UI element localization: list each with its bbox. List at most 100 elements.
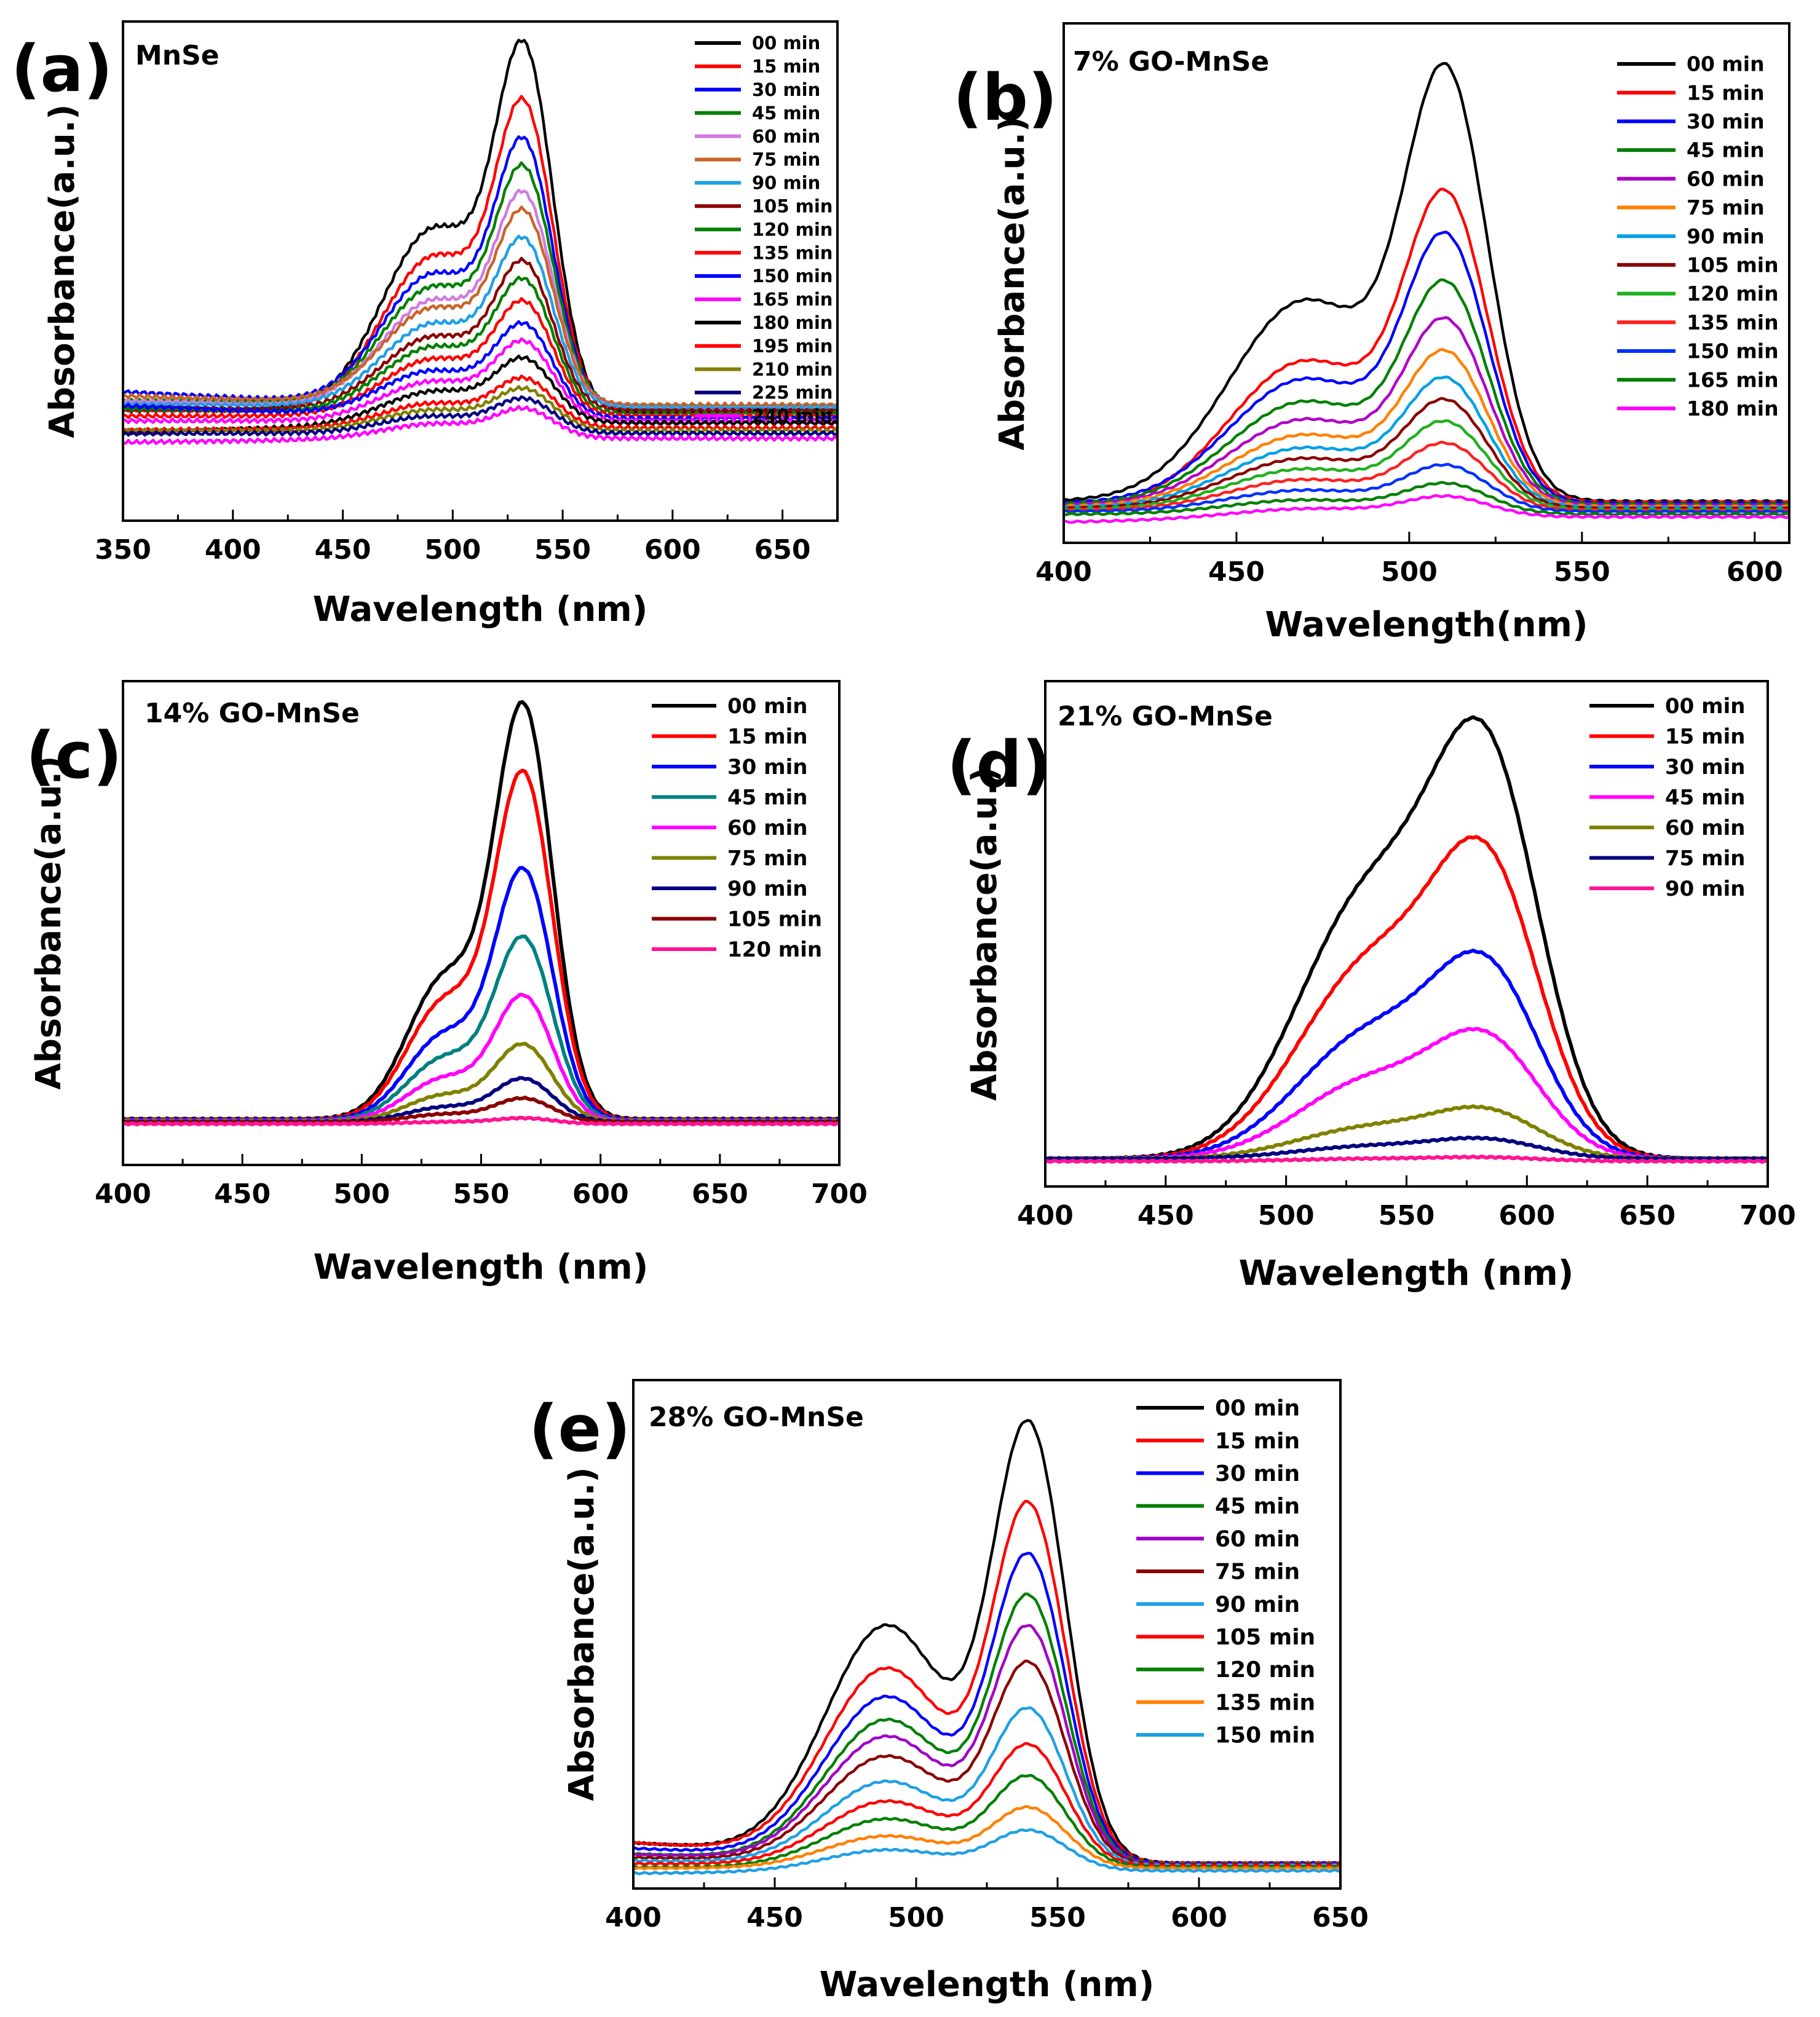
legend-label: 180 min	[752, 312, 833, 333]
legend-label: 00 min	[752, 33, 820, 53]
legend-label: 120 min	[1687, 282, 1779, 306]
legend-label: 30 min	[1687, 109, 1765, 133]
x-tick-label: 700	[1739, 1200, 1796, 1231]
x-tick-label: 450	[214, 1178, 271, 1210]
legend-label: 90 min	[727, 877, 807, 901]
series-line-75-min	[123, 205, 837, 409]
y-axis-label: Absorbance(a.u.)	[562, 1467, 602, 1801]
x-tick-label: 650	[692, 1178, 748, 1210]
x-tick-label: 500	[888, 1902, 944, 1933]
legend-label: 30 min	[1665, 755, 1745, 780]
legend-label: 135 min	[1215, 1690, 1315, 1715]
legend-label: 30 min	[727, 755, 807, 780]
legend-label: 150 min	[1687, 339, 1779, 363]
legend-label: 00 min	[1665, 694, 1745, 719]
legend-label: 180 min	[1687, 397, 1779, 420]
series-line-165-min	[123, 337, 837, 425]
panel-letter: (b)	[953, 60, 1058, 135]
x-tick-label: 650	[754, 534, 811, 566]
x-tick-label: 600	[1727, 556, 1783, 588]
legend-label: 150 min	[752, 266, 833, 286]
legend-label: 120 min	[752, 219, 833, 240]
legend-label: 60 min	[1215, 1526, 1300, 1552]
x-tick-label: 550	[453, 1178, 510, 1210]
legend-label: 90 min	[1687, 224, 1765, 248]
x-tick-label: 450	[746, 1902, 803, 1933]
legend-label: 165 min	[752, 289, 833, 310]
legend-label: 225 min	[752, 382, 833, 403]
x-tick-label: 600	[644, 534, 701, 566]
series-group	[1064, 61, 1789, 524]
legend-label: 45 min	[1665, 785, 1745, 810]
x-tick-label: 550	[534, 534, 591, 566]
legend-label: 45 min	[752, 103, 820, 124]
series-line-135-min	[633, 1805, 1340, 1871]
y-axis-label: Absorbance(a.u.)	[965, 767, 1005, 1100]
series-line-15-min	[1064, 187, 1789, 511]
plot-frame	[1062, 22, 1790, 544]
panel-letter: (c)	[26, 718, 122, 793]
x-tick-label: 400	[205, 534, 261, 566]
legend-label: 135 min	[752, 242, 833, 263]
legend-label: 75 min	[727, 846, 807, 870]
legend-label: 30 min	[1215, 1461, 1300, 1486]
x-tick-label: 550	[1029, 1902, 1086, 1933]
legend-label: 120 min	[1215, 1657, 1315, 1683]
legend-label: 90 min	[1215, 1592, 1300, 1617]
legend-label: 00 min	[1687, 52, 1765, 76]
legend-label: 15 min	[1665, 724, 1745, 749]
series-line-165-min	[1064, 481, 1789, 517]
legend-label: 120 min	[727, 937, 822, 962]
series-line-150-min	[1064, 463, 1789, 514]
x-tick-label: 400	[1017, 1200, 1074, 1231]
legend-label: 75 min	[1687, 195, 1765, 219]
legend-label: 165 min	[1687, 368, 1779, 392]
legend-label: 15 min	[727, 724, 807, 749]
legend-label: 210 min	[752, 359, 833, 380]
x-axis-label: Wavelength (nm)	[1239, 1253, 1574, 1293]
legend-label: 75 min	[1215, 1560, 1300, 1585]
x-tick-label: 500	[424, 534, 481, 566]
series-line-150-min	[633, 1828, 1340, 1876]
legend-label: 15 min	[752, 56, 820, 77]
x-tick-label: 400	[95, 1178, 151, 1210]
legend-label: 60 min	[752, 126, 820, 147]
series-line-75-min	[1045, 1135, 1768, 1161]
legend-label: 150 min	[1215, 1723, 1315, 1748]
legend-label: 75 min	[752, 149, 820, 170]
panel-b: 400 450 500 550 600 Wavelength(nm) Absorbance(…	[953, 22, 1790, 645]
panel-letter: (d)	[947, 727, 1051, 802]
series-line-180-min	[1064, 494, 1789, 524]
legend-label: 60 min	[727, 816, 807, 840]
x-tick-label: 650	[1312, 1902, 1369, 1933]
legend-label: 105 min	[752, 195, 833, 216]
panel-title: MnSe	[135, 40, 220, 71]
series-group	[1045, 715, 1768, 1164]
legend-label: 45 min	[1215, 1494, 1300, 1519]
x-tick-label: 550	[1379, 1200, 1435, 1231]
x-tick-label: 450	[315, 534, 371, 566]
series-group	[633, 1419, 1340, 1876]
y-axis-label: Absorbance(a.u.)	[992, 116, 1032, 450]
x-axis-label: Wavelength(nm)	[1265, 605, 1588, 645]
x-tick-label: 700	[811, 1178, 868, 1210]
series-line-225-min	[123, 395, 837, 437]
panel-title: 28% GO-MnSe	[649, 1402, 864, 1433]
legend-label: 30 min	[752, 79, 820, 100]
x-tick-label: 600	[1171, 1902, 1227, 1933]
x-tick-label: 600	[1498, 1200, 1555, 1231]
legend-label: 90 min	[1665, 877, 1745, 901]
panel-d: 400 450 500 550 600 650 700 Wavelength (nm) Abso…	[947, 680, 1796, 1293]
legend-label: 105 min	[1687, 253, 1779, 277]
series-group	[123, 700, 839, 1127]
y-axis-label: Absorbance(a.u.)	[29, 756, 69, 1089]
panel-e: 400 450 500 550 600 650 Wavelength (nm) Absorba…	[529, 1379, 1369, 2005]
panel-title: 21% GO-MnSe	[1058, 701, 1273, 732]
series-line-90-min	[1045, 1154, 1768, 1164]
legend-label: 105 min	[1215, 1625, 1315, 1650]
plot-frame	[122, 20, 839, 522]
series-line-120-min	[123, 1115, 839, 1127]
